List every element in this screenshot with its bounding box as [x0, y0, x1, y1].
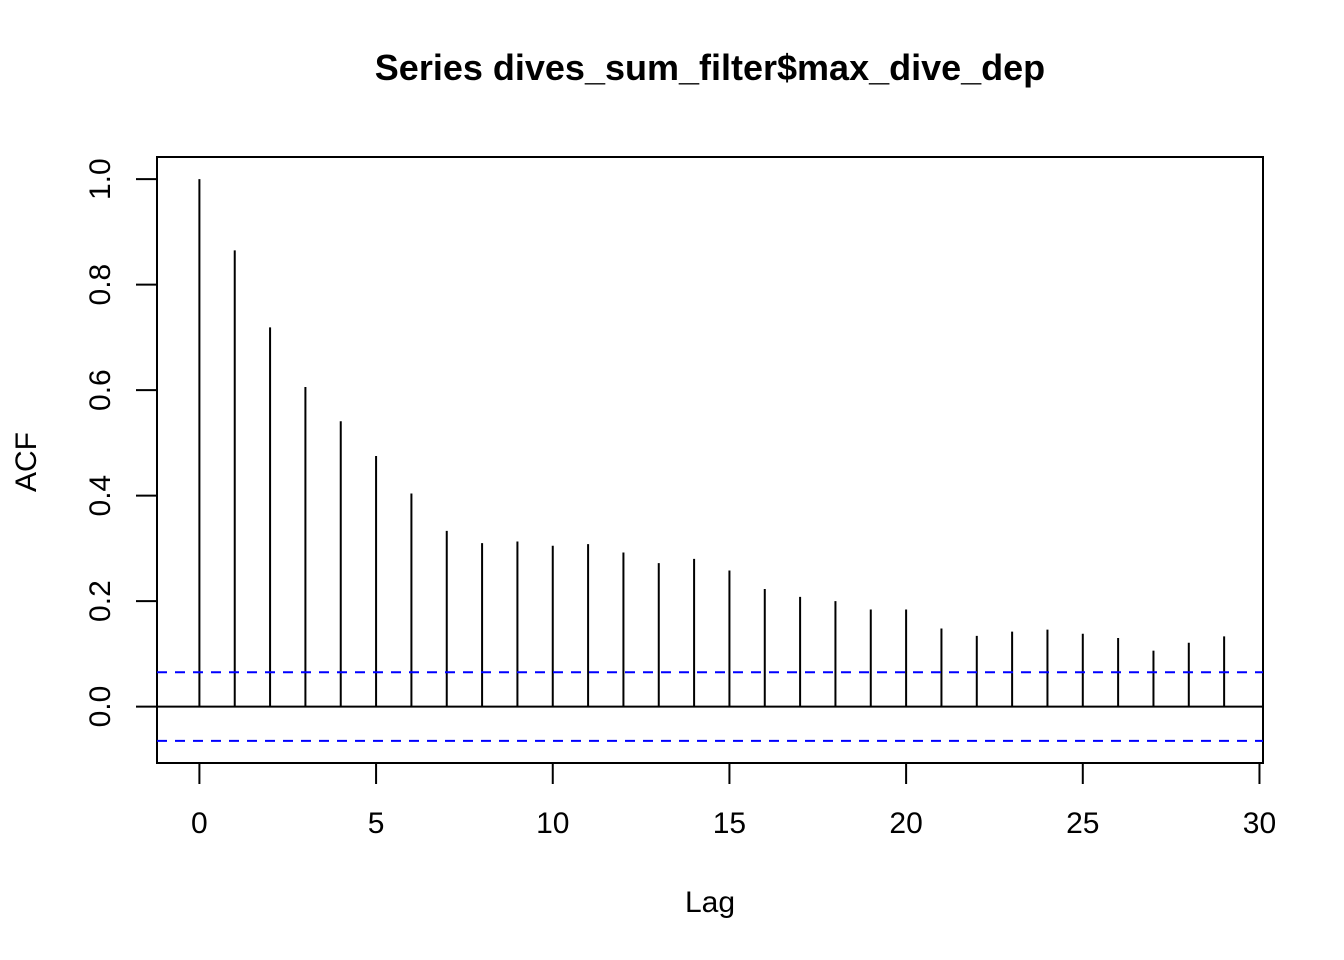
- y-tick-label: 0.2: [84, 580, 117, 622]
- x-tick-label: 30: [1243, 807, 1276, 840]
- chart-title: Series dives_sum_filter$max_dive_dep: [375, 47, 1045, 88]
- x-tick-label: 25: [1066, 807, 1099, 840]
- x-axis: 0 5 10 15 20 25 30: [191, 762, 1276, 840]
- reference-lines: [157, 671, 1263, 742]
- y-tick-label: 0.4: [84, 475, 117, 517]
- x-tick-label: 20: [889, 807, 922, 840]
- y-tick-label: 0.0: [84, 686, 117, 728]
- x-tick-label: 15: [713, 807, 746, 840]
- x-axis-label: Lag: [685, 886, 735, 919]
- y-tick-label: 0.8: [84, 264, 117, 306]
- y-axis-label: ACF: [10, 432, 43, 492]
- x-tick-label: 10: [536, 807, 569, 840]
- y-tick-label: 0.6: [84, 369, 117, 411]
- acf-bars: [198, 179, 1226, 707]
- y-tick-label: 1.0: [84, 158, 117, 200]
- x-tick-label: 5: [368, 807, 385, 840]
- x-tick-label: 0: [191, 807, 208, 840]
- y-axis: 0.0 0.2 0.4 0.6 0.8 1.0: [84, 158, 158, 728]
